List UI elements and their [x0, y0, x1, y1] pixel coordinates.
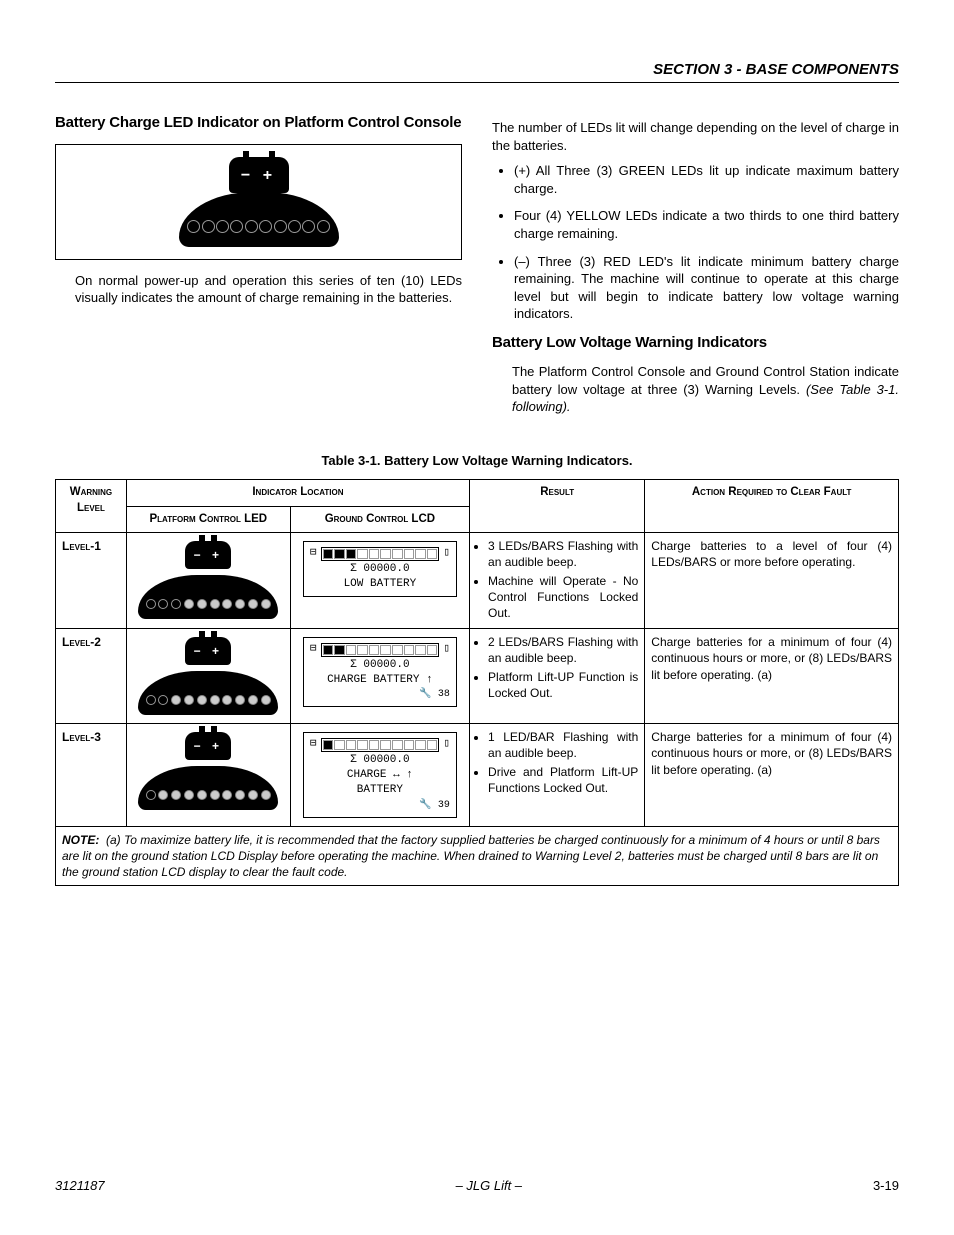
right-intro: The number of LEDs lit will change depen…	[492, 119, 899, 154]
led-indicator-graphic: − +	[179, 157, 339, 247]
lcd-display: ⊟▯Σ 00000.0LOW BATTERY	[303, 541, 457, 597]
lcd-display: ⊟▯Σ 00000.0CHARGE BATTERY ↑🔧 38	[303, 637, 457, 707]
ground-lcd-cell: ⊟▯Σ 00000.0CHARGE ↔ ↑BATTERY🔧 39	[290, 724, 469, 827]
level-cell: Level-2	[56, 629, 127, 724]
th-ground: Ground Control LCD	[290, 506, 469, 533]
platform-led-cell: − +	[126, 533, 290, 629]
right-column: The number of LEDs lit will change depen…	[492, 113, 899, 421]
result-item: Platform Lift-UP Function is Locked Out.	[488, 669, 638, 701]
bullet-list: (+) All Three (3) GREEN LEDs lit up indi…	[492, 162, 899, 322]
action-cell: Charge batteries to a level of four (4) …	[645, 533, 899, 629]
result-cell: 1 LED/BAR Flashing with an audible beep.…	[470, 724, 645, 827]
level-cell: Level-3	[56, 724, 127, 827]
lcd-display: ⊟▯Σ 00000.0CHARGE ↔ ↑BATTERY🔧 39	[303, 732, 457, 818]
result-item: Drive and Platform Lift-UP Functions Loc…	[488, 764, 638, 796]
result-item: 2 LEDs/BARS Flashing with an audible bee…	[488, 634, 638, 666]
right-para2: The Platform Control Console and Ground …	[512, 363, 899, 416]
table-note: NOTE: (a) To maximize battery life, it i…	[56, 826, 899, 886]
action-cell: Charge batteries for a minimum of four (…	[645, 629, 899, 724]
left-heading: Battery Charge LED Indicator on Platform…	[55, 113, 462, 133]
led-figure-box: − +	[55, 144, 462, 260]
footer-left: 3121187	[55, 1177, 105, 1195]
th-indicator-location: Indicator Location	[126, 480, 469, 507]
warning-table: Warning Level Indicator Location Result …	[55, 479, 899, 886]
bullet-item: Four (4) YELLOW LEDs indicate a two thir…	[514, 207, 899, 242]
page-footer: 3121187 – JLG Lift – 3-19	[55, 1177, 899, 1195]
left-column: Battery Charge LED Indicator on Platform…	[55, 113, 462, 421]
ground-lcd-cell: ⊟▯Σ 00000.0LOW BATTERY	[290, 533, 469, 629]
th-platform: Platform Control LED	[126, 506, 290, 533]
result-cell: 3 LEDs/BARS Flashing with an audible bee…	[470, 533, 645, 629]
bullet-item: (–) Three (3) RED LED's lit indicate min…	[514, 253, 899, 323]
footer-center: – JLG Lift –	[456, 1177, 522, 1195]
footer-right: 3-19	[873, 1177, 899, 1195]
platform-led-cell: − +	[126, 629, 290, 724]
right-heading2: Battery Low Voltage Warning Indicators	[492, 333, 899, 353]
result-item: 3 LEDs/BARS Flashing with an audible bee…	[488, 538, 638, 570]
ground-lcd-cell: ⊟▯Σ 00000.0CHARGE BATTERY ↑🔧 38	[290, 629, 469, 724]
result-cell: 2 LEDs/BARS Flashing with an audible bee…	[470, 629, 645, 724]
th-warning-level: Warning Level	[56, 480, 127, 533]
figure-caption: On normal power-up and operation this se…	[75, 272, 462, 307]
th-action: Action Required to Clear Fault	[645, 480, 899, 533]
two-column-layout: Battery Charge LED Indicator on Platform…	[55, 113, 899, 421]
level-cell: Level-1	[56, 533, 127, 629]
table-caption: Table 3-1. Battery Low Voltage Warning I…	[55, 452, 899, 470]
result-item: 1 LED/BAR Flashing with an audible beep.	[488, 729, 638, 761]
section-header: SECTION 3 - BASE COMPONENTS	[55, 60, 899, 83]
platform-led-cell: − +	[126, 724, 290, 827]
result-item: Machine will Operate - No Control Functi…	[488, 573, 638, 622]
bullet-item: (+) All Three (3) GREEN LEDs lit up indi…	[514, 162, 899, 197]
th-result: Result	[470, 480, 645, 533]
action-cell: Charge batteries for a minimum of four (…	[645, 724, 899, 827]
